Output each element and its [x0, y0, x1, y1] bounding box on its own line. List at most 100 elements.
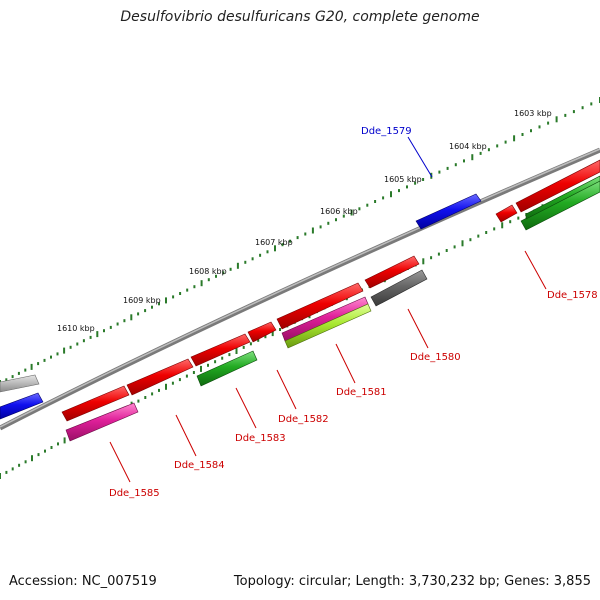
minor-tick — [422, 178, 425, 181]
major-tick — [501, 222, 504, 229]
minor-tick — [185, 374, 188, 378]
genome-backbone-highlight — [0, 148, 600, 428]
major-tick — [236, 262, 239, 269]
cds-feature-red[interactable] — [126, 358, 194, 396]
minor-tick — [358, 207, 361, 211]
minor-tick — [572, 110, 575, 114]
minor-tick — [487, 148, 490, 152]
cds-feature-red[interactable] — [247, 321, 277, 343]
minor-tick — [186, 288, 189, 292]
scale-label: 1609 kbp — [123, 296, 161, 305]
minor-tick — [207, 278, 210, 282]
leader-dde-1585 — [109, 441, 131, 483]
minor-tick — [319, 225, 322, 229]
major-tick — [461, 240, 464, 247]
minor-tick — [123, 319, 126, 323]
gene-label-dde-1584: Dde_1584 — [174, 460, 225, 471]
minor-tick — [192, 371, 195, 374]
minor-tick — [496, 144, 499, 148]
minor-tick — [242, 345, 245, 349]
minor-tick — [446, 166, 449, 170]
major-tick — [96, 331, 99, 338]
minor-tick — [366, 203, 369, 207]
features-forward-strand — [0, 159, 600, 422]
minor-tick — [24, 368, 27, 372]
minor-tick — [228, 353, 231, 357]
cds-feature-red[interactable] — [515, 159, 600, 213]
leader-dde-1580 — [407, 308, 429, 349]
minor-tick — [229, 267, 232, 271]
minor-tick — [479, 151, 482, 155]
cds-feature-red[interactable] — [276, 282, 364, 330]
minor-tick — [414, 181, 417, 185]
minor-tick — [406, 185, 408, 189]
cds-dde-1585[interactable] — [65, 402, 139, 442]
minor-tick — [469, 238, 472, 242]
minor-tick — [289, 239, 292, 243]
minor-tick — [281, 243, 284, 247]
minor-tick — [530, 129, 532, 133]
features-reverse-strand — [65, 175, 600, 442]
minor-tick — [76, 342, 79, 346]
major-tick — [0, 473, 1, 479]
minor-tick — [266, 250, 269, 254]
minor-tick — [463, 159, 465, 163]
scale-label: 1610 kbp — [57, 324, 95, 333]
minor-tick — [82, 339, 85, 343]
minor-tick — [538, 125, 541, 129]
minor-tick — [193, 285, 196, 289]
major-tick — [200, 365, 202, 372]
minor-tick — [504, 140, 507, 144]
cds-dde-1583[interactable] — [196, 350, 258, 387]
minor-tick — [151, 392, 154, 396]
major-tick — [165, 297, 167, 304]
minor-tick — [158, 388, 160, 392]
minor-tick — [215, 274, 217, 278]
cds-feature-red[interactable] — [364, 255, 420, 289]
scale-label: 1607 kbp — [255, 238, 293, 247]
minor-tick — [335, 218, 337, 222]
major-tick — [271, 330, 274, 337]
major-tick — [311, 227, 314, 234]
cds-feature-green[interactable] — [525, 175, 600, 220]
major-tick — [513, 135, 516, 142]
gene-label-dde-1582: Dde_1582 — [278, 414, 329, 425]
cds-feature-blue[interactable] — [0, 392, 44, 420]
minor-tick — [144, 396, 147, 399]
minor-tick — [509, 220, 512, 224]
cds-feature-red[interactable] — [61, 385, 130, 422]
leader-dde-1583 — [235, 387, 257, 429]
minor-tick — [89, 335, 92, 339]
major-tick — [200, 280, 203, 287]
cds-dde-1578[interactable] — [495, 204, 518, 223]
minor-tick — [547, 121, 550, 125]
cds-dde-1580[interactable] — [370, 269, 428, 307]
minor-tick — [178, 378, 181, 382]
accession-label: Accession: NC_007519 — [9, 574, 157, 589]
cds-dde-1579[interactable] — [415, 193, 482, 230]
minor-tick — [264, 335, 267, 339]
minor-tick — [151, 305, 153, 309]
minor-tick — [521, 133, 524, 136]
minor-tick — [398, 189, 400, 193]
minor-tick — [17, 371, 20, 375]
cds-feature-lightgray[interactable] — [0, 374, 40, 393]
leader-dde-1578 — [524, 250, 547, 290]
minor-tick — [158, 302, 160, 306]
leader-dde-1579 — [407, 136, 433, 178]
genome-summary: Topology: circular; Length: 3,730,232 bp… — [233, 574, 591, 589]
minor-tick — [179, 292, 182, 295]
minor-tick — [279, 328, 281, 331]
minor-tick — [374, 200, 377, 203]
cds-feature-red[interactable] — [190, 333, 251, 367]
minor-tick — [454, 163, 457, 167]
cds-feature-lime[interactable] — [284, 303, 372, 349]
minor-tick — [453, 245, 456, 249]
scale-label: 1606 kbp — [320, 207, 358, 216]
minor-tick — [11, 467, 14, 471]
minor-tick — [137, 312, 140, 316]
minor-tick — [249, 342, 252, 346]
minor-tick — [581, 106, 584, 110]
